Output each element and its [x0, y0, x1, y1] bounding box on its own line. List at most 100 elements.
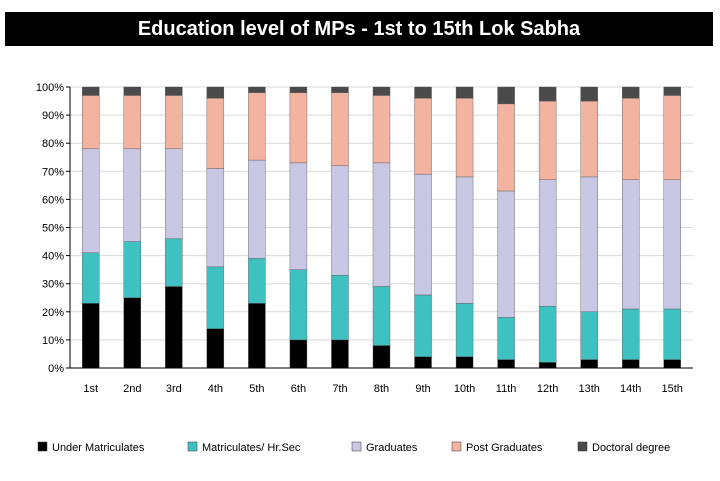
bar-segment — [580, 86, 598, 102]
bar-segment — [331, 275, 349, 341]
bar-segment — [580, 359, 598, 369]
bar-segment — [289, 86, 308, 93]
bar-segment — [331, 165, 349, 276]
legend-label: Matriculates/ Hr.Sec — [202, 442, 301, 454]
x-tick-label: 12th — [537, 383, 558, 395]
bar-segment — [663, 86, 681, 96]
bar-segment — [538, 362, 557, 369]
bar-segment — [622, 86, 640, 99]
y-tick-label: 30% — [42, 279, 64, 291]
x-tick-label: 5th — [249, 383, 264, 395]
x-tick-label: 9th — [415, 383, 430, 395]
bar-segment — [455, 303, 474, 357]
bar-segment — [372, 345, 391, 369]
bar-segment — [580, 176, 598, 313]
bar-segment — [289, 162, 308, 270]
bar-segment — [165, 86, 183, 96]
bar-segment — [497, 359, 515, 369]
bar-segment — [497, 103, 515, 192]
bar-segment — [248, 159, 266, 259]
bar-segment — [497, 190, 515, 318]
bar-segment — [414, 98, 432, 175]
legend-label: Post Graduates — [466, 442, 543, 454]
bar-segment — [663, 308, 681, 360]
bar-segment — [372, 162, 391, 287]
y-tick-label: 80% — [42, 138, 64, 150]
x-tick-label: 13th — [578, 383, 599, 395]
bar-segment — [206, 266, 225, 329]
bar-segment — [372, 86, 391, 96]
bar-segment — [455, 86, 474, 99]
bar-segment — [663, 359, 681, 369]
y-tick-label: 10% — [42, 335, 64, 347]
y-tick-label: 60% — [42, 194, 64, 206]
bar-segment — [206, 86, 225, 99]
x-tick-label: 4th — [208, 383, 223, 395]
y-tick-label: 0% — [48, 363, 64, 375]
bar-segment — [165, 286, 183, 369]
x-tick-label: 14th — [620, 383, 641, 395]
x-tick-label: 1st — [83, 383, 98, 395]
x-tick-label: 3rd — [166, 383, 182, 395]
legend-swatch — [351, 441, 362, 452]
bar-segment — [165, 95, 183, 150]
bar-segment — [248, 258, 266, 304]
y-tick-label: 100% — [36, 82, 64, 94]
y-tick-label: 70% — [42, 166, 64, 178]
legend-swatch — [451, 441, 462, 452]
x-tick-label: 8th — [374, 383, 389, 395]
chart-title: Education level of MPs - 1st to 15th Lok… — [5, 12, 713, 46]
bar-segment — [331, 92, 349, 166]
bar-segment — [663, 179, 681, 310]
bar-segment — [123, 86, 142, 96]
bar-segment — [622, 308, 640, 360]
bar-segment — [82, 86, 100, 96]
bar-segment — [206, 98, 225, 169]
bar-segment — [455, 356, 474, 369]
bar-segment — [123, 241, 142, 298]
bar-segment — [248, 303, 266, 369]
bar-segment — [414, 294, 432, 357]
bar-segment — [414, 173, 432, 296]
bar-segment — [538, 305, 557, 363]
bar-segment — [248, 92, 266, 161]
bar-segment — [497, 317, 515, 360]
bar-segment — [497, 86, 515, 105]
x-tick-label: 7th — [332, 383, 347, 395]
bar-segment — [455, 176, 474, 304]
axes: 0% 10% 20% 30% 40% 50% 60% 70% 80% 90% 100% 1st 2nd 3… — [36, 82, 693, 395]
bar-segment — [538, 100, 557, 180]
bar-segment — [82, 95, 100, 150]
bar-segment — [580, 311, 598, 360]
legend-label: Under Matriculates — [52, 442, 145, 454]
bar-segment — [538, 86, 557, 102]
bar-segment — [331, 86, 349, 93]
bar-segment — [372, 286, 391, 346]
bar-segment — [289, 269, 308, 341]
bar-segment — [580, 100, 598, 178]
bar-segment — [123, 95, 142, 150]
legend-swatch — [37, 441, 48, 452]
bar-segment — [165, 148, 183, 239]
legend: Under Matriculates Matriculates/ Hr.Sec Gr… — [37, 441, 670, 454]
y-tick-label: 50% — [42, 223, 64, 235]
y-tick-label: 40% — [42, 251, 64, 263]
bar-segment — [206, 328, 225, 369]
bar-segment — [82, 252, 100, 304]
x-tick-label: 6th — [291, 383, 306, 395]
y-tick-label: 20% — [42, 307, 64, 319]
legend-label: Doctoral degree — [592, 442, 670, 454]
legend-swatch — [577, 441, 588, 452]
x-tick-label: 15th — [662, 383, 683, 395]
bar-segment — [622, 179, 640, 310]
bar-segment — [663, 95, 681, 180]
bar-segment — [123, 148, 142, 242]
bar-segment — [206, 168, 225, 268]
bar-segment — [165, 238, 183, 287]
bar-segment — [414, 356, 432, 369]
bar-segment — [622, 359, 640, 369]
bars — [82, 86, 681, 369]
x-tick-label: 10th — [454, 383, 475, 395]
bar-segment — [123, 297, 142, 369]
